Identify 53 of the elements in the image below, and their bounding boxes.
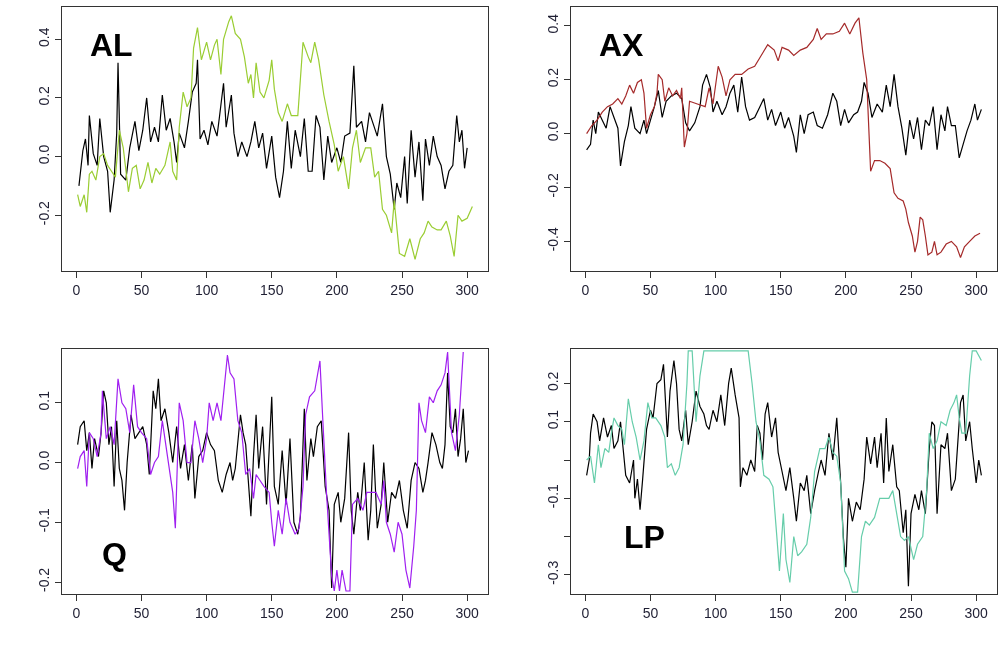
- y-tick-label: 0.2: [545, 371, 562, 392]
- x-tick-label: 250: [390, 281, 414, 298]
- x-tick-label: 0: [72, 604, 81, 621]
- y-tick-label: -0.3: [545, 560, 562, 585]
- x-tick-label: 200: [834, 281, 858, 298]
- line-series: [586, 73, 982, 167]
- line-series: [78, 59, 468, 213]
- x-tick-label: 100: [194, 281, 219, 298]
- y-tick-label: 0.1: [545, 409, 562, 430]
- y-tick-label: 0.0: [36, 450, 53, 471]
- x-tick-label: 250: [390, 604, 414, 621]
- y-tick-label: 0.2: [36, 85, 53, 106]
- x-tick-label: 0: [72, 281, 81, 298]
- x-tick-label: 200: [834, 604, 858, 621]
- x-tick-label: 300: [455, 604, 480, 621]
- x-tick-label: 250: [899, 281, 923, 298]
- y-tick-label: -0.2: [36, 567, 53, 593]
- y-tick-label: 0.2: [545, 67, 562, 88]
- x-tick-label: 150: [769, 281, 793, 298]
- x-tick-label: 100: [703, 604, 728, 621]
- y-tick-label: 0.0: [36, 144, 53, 165]
- x-tick-label: 150: [260, 281, 284, 298]
- x-tick-label: 300: [964, 604, 989, 621]
- x-tick-label: 150: [260, 604, 284, 621]
- annotation: LP: [624, 519, 665, 555]
- y-tick-label: -0.2: [36, 200, 53, 226]
- x-tick-label: 100: [194, 604, 219, 621]
- y-tick-label: 0.1: [36, 390, 53, 411]
- line-series: [586, 17, 981, 259]
- line-series: [77, 15, 473, 260]
- y-tick-label: 0.4: [545, 13, 562, 34]
- annotation: Q: [102, 536, 127, 572]
- x-tick-label: 200: [325, 604, 349, 621]
- x-tick-label: 50: [642, 604, 659, 621]
- x-tick-label: 150: [769, 604, 793, 621]
- annotation: AL: [90, 27, 133, 63]
- y-tick-label: -0.2: [545, 173, 562, 198]
- x-tick-label: 0: [581, 604, 590, 621]
- x-tick-label: 50: [642, 281, 659, 298]
- x-tick-label: 50: [133, 604, 150, 621]
- y-tick-label: -0.1: [545, 483, 562, 509]
- x-tick-label: 100: [703, 281, 728, 298]
- x-tick-label: 250: [899, 604, 923, 621]
- y-tick-label: 0.4: [36, 27, 53, 47]
- x-tick-label: 50: [133, 281, 150, 298]
- x-tick-label: 300: [455, 281, 480, 298]
- annotation: AX: [599, 27, 645, 63]
- x-tick-label: 0: [581, 281, 590, 298]
- x-tick-label: 200: [325, 281, 349, 298]
- y-tick-label: -0.4: [545, 226, 562, 252]
- x-tick-label: 300: [964, 281, 989, 298]
- y-tick-label: -0.1: [36, 507, 53, 533]
- y-tick-label: 0.0: [545, 121, 562, 142]
